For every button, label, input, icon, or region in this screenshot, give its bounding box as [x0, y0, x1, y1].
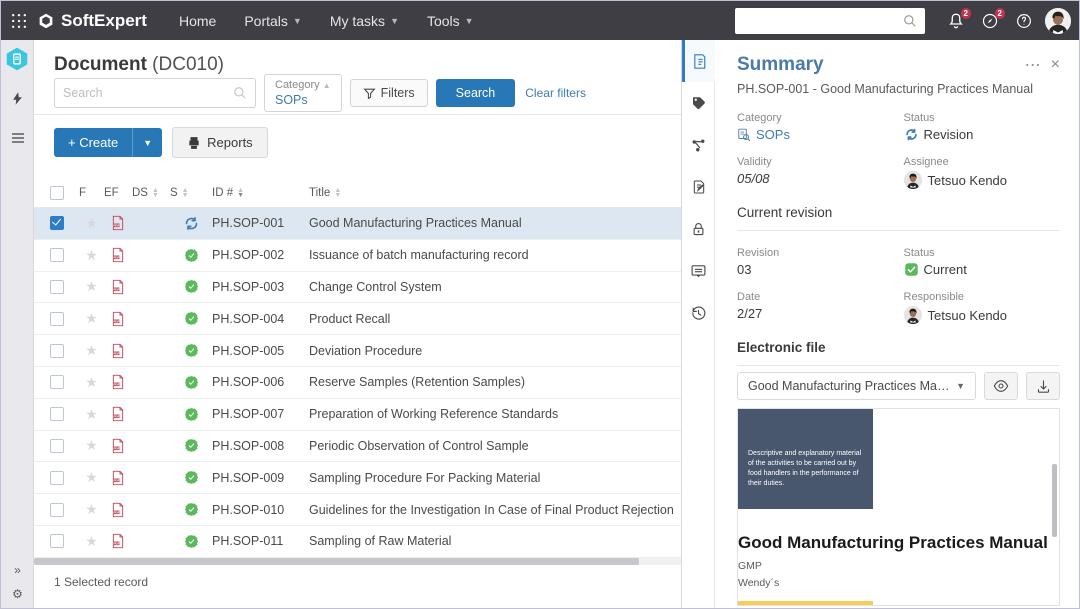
svg-text:PDF: PDF [113, 383, 119, 387]
svg-text:PDF: PDF [113, 319, 119, 323]
svg-text:PDF: PDF [113, 256, 119, 260]
svg-text:PDF: PDF [113, 478, 119, 482]
svg-text:PDF: PDF [113, 351, 119, 355]
svg-text:PDF: PDF [113, 224, 119, 228]
svg-text:PDF: PDF [113, 510, 119, 514]
svg-text:PDF: PDF [113, 542, 119, 546]
svg-text:PDF: PDF [113, 446, 119, 450]
svg-text:PDF: PDF [113, 415, 119, 419]
svg-text:PDF: PDF [113, 287, 119, 291]
